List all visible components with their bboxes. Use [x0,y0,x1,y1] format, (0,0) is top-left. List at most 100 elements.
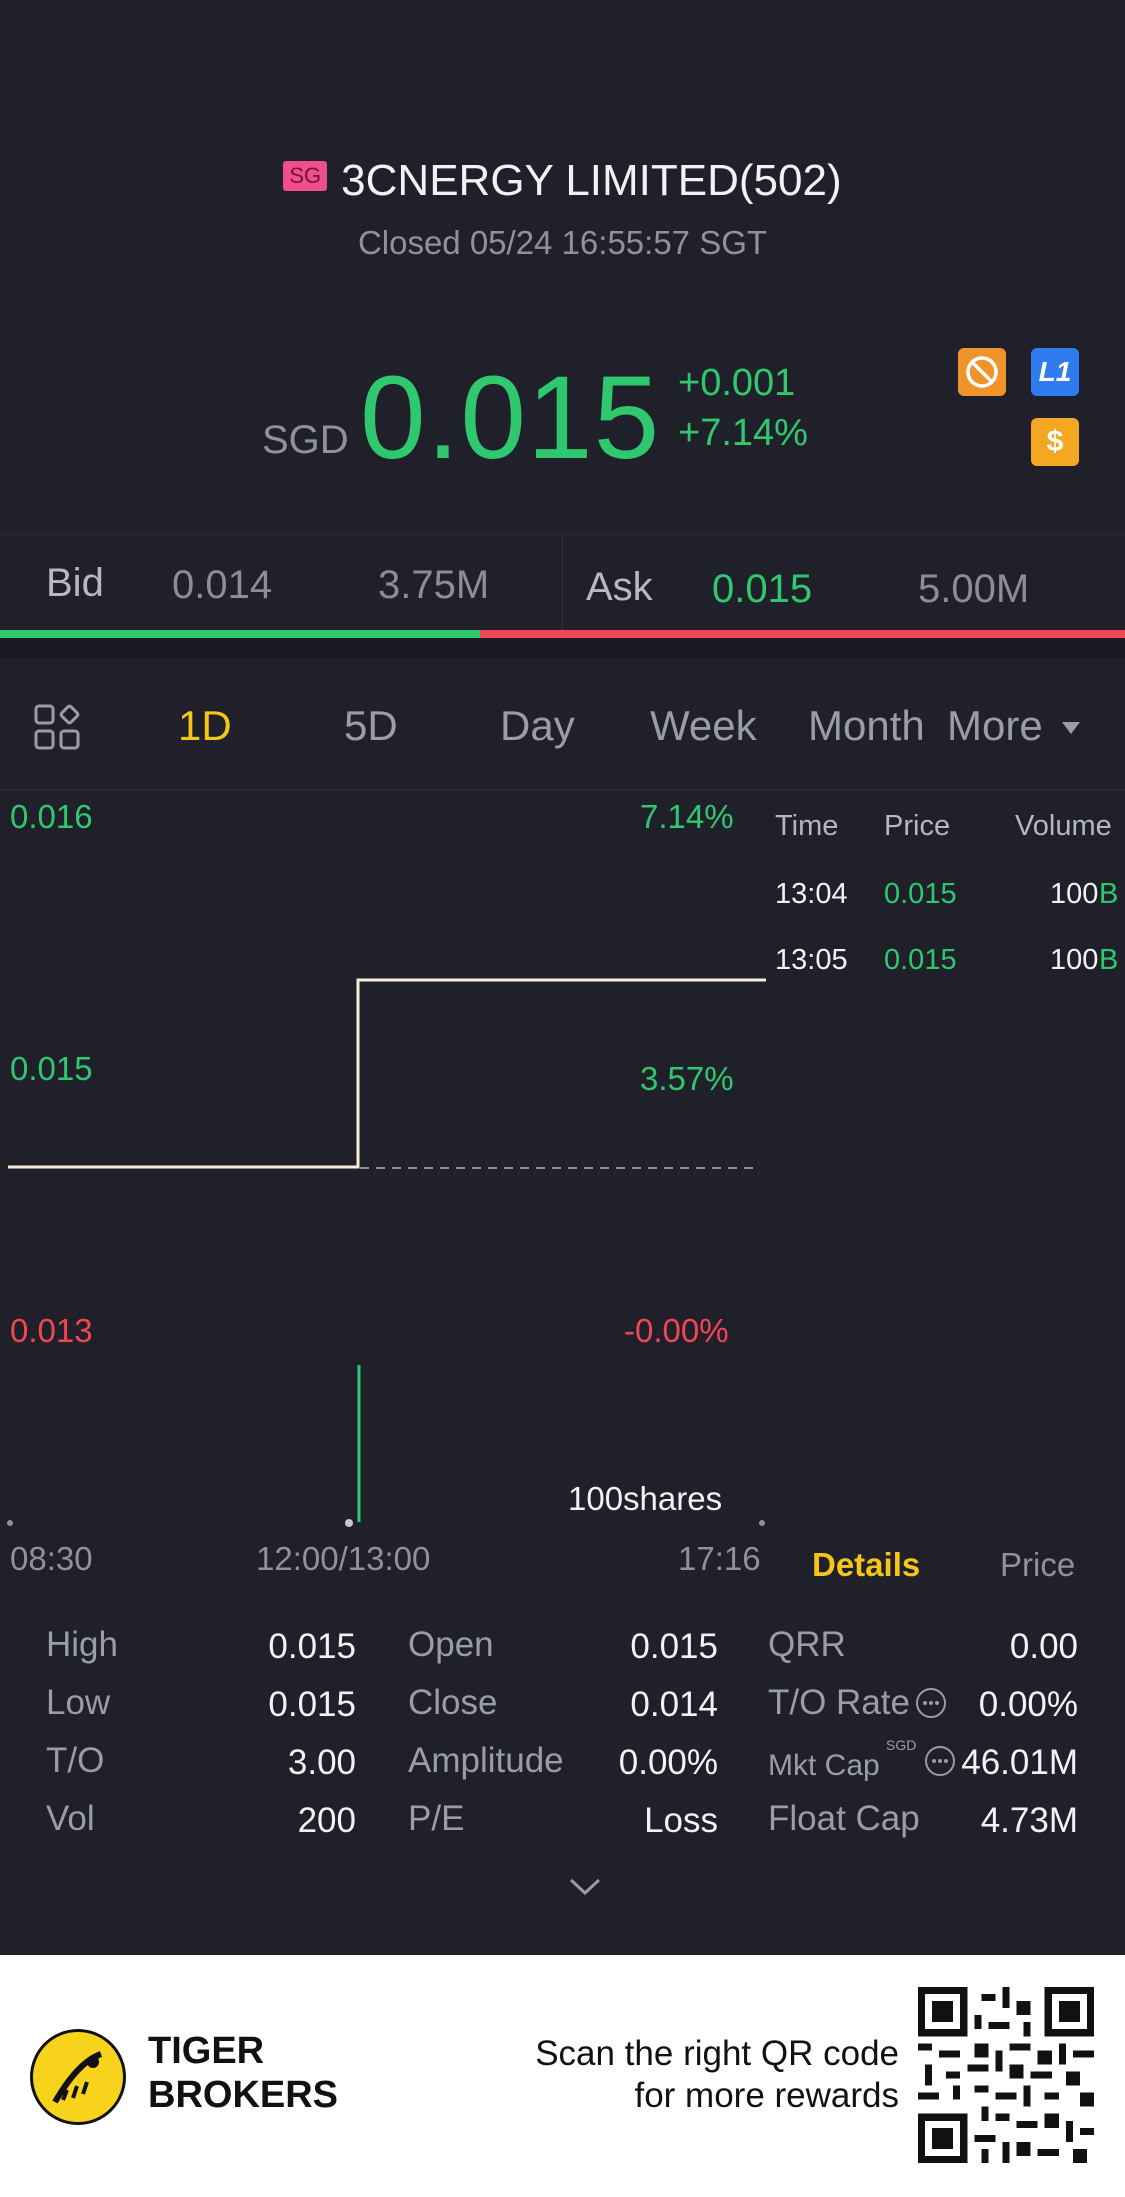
trade-price: 0.015 [884,944,957,976]
stats-grid: High 0.015 Low 0.015 T/O 3.00 Vol 200 Op… [0,1625,1125,1865]
x-label-midday: 12:00/13:00 [256,1540,431,1577]
axis-tick-start [7,1520,13,1526]
trade-price: 0.015 [884,878,957,910]
tab-details[interactable]: Details [812,1546,921,1583]
stat-label-amplitude: Amplitude [408,1741,564,1780]
stat-value-pe: Loss [644,1801,718,1840]
stat-value-close: 0.014 [630,1685,718,1724]
trade-time: 13:04 [775,878,848,910]
more-info-icon[interactable] [924,1745,956,1777]
scan-line-2: for more rewards [634,2076,899,2115]
stat-label-high: High [46,1625,118,1664]
tab-more[interactable]: More [947,702,1081,750]
y-label-high: 0.016 [10,798,93,835]
stat-label-qrr: QRR [768,1625,846,1664]
last-price: 0.015 [360,352,661,484]
x-label-open: 08:30 [10,1540,93,1577]
bid-price: 0.014 [172,563,273,607]
market-status: Closed 05/24 16:55:57 SGT [357,224,768,261]
scan-line-1: Scan the right QR code [535,2034,899,2073]
stat-value-low: 0.015 [268,1685,356,1724]
level1-icon[interactable]: L1 [1031,348,1079,396]
tab-more-label: More [947,702,1043,749]
period-tabs: 1D 5D Day Week Month More [0,690,1125,762]
stat-value-open: 0.015 [630,1627,718,1666]
bid-ask-panel: Bid 0.014 3.75M Ask 0.015 5.00M [0,534,1125,640]
promo-footer: TIGER BROKERS Scan the right QR code for… [0,1955,1125,2197]
volume-label: 100shares [568,1480,723,1517]
mkt-cap-currency: SGD [886,1737,917,1753]
brand-line-1: TIGER [148,2030,265,2072]
stat-value-float-cap: 4.73M [980,1801,1078,1840]
x-label-close: 17:16 [678,1540,761,1577]
level1-icon-text: L1 [1038,356,1072,387]
trades-header-price: Price [884,810,951,842]
tab-week[interactable]: Week [650,702,757,749]
pct-label-mid: 3.57% [640,1060,734,1097]
stock-title-row: SG 3CNERGY LIMITED(502) [0,156,1125,206]
stat-value-amplitude: 0.00% [618,1743,718,1782]
bid-ask-divider [562,535,563,631]
stat-value-volume: 200 [297,1801,356,1840]
trade-volume: 100 [1050,878,1099,910]
price-chart[interactable] [0,790,770,1550]
price-change: +0.001 [678,362,796,404]
no-short-icon[interactable] [958,348,1006,396]
trade-time: 13:05 [775,944,848,976]
qr-code-icon[interactable] [918,1987,1094,2163]
grid-layout-icon[interactable] [34,704,80,750]
bid-size: 3.75M [378,563,490,607]
axis-tick-end [759,1520,765,1526]
chevron-down-icon [1062,722,1081,734]
pct-label-high: 7.14% [640,798,734,835]
tabs-underline [0,789,1125,790]
tab-month[interactable]: Month [808,702,925,749]
stock-title: 3CNERGY LIMITED(502) [341,156,842,205]
stat-label-close: Close [408,1683,498,1722]
pct-label-low: -0.00% [624,1312,729,1349]
trade-side: B [1099,944,1119,976]
stat-label-turnover: T/O [46,1741,105,1780]
ask-size: 5.00M [918,567,1030,611]
stat-value-mkt-cap: 46.01M [961,1743,1078,1782]
scan-prompt: Scan the right QR code for more rewards [535,2033,899,2117]
trade-volume: 100 [1050,944,1099,976]
stat-value-to-rate: 0.00% [978,1685,1078,1724]
stat-label-volume: Vol [46,1799,95,1838]
expand-chevron-icon[interactable] [568,1876,602,1898]
stat-label-float-cap: Float Cap [768,1799,920,1838]
stat-label-mkt-cap: Mkt Cap [768,1749,880,1782]
tab-1d[interactable]: 1D [178,702,232,749]
tab-price[interactable]: Price [1000,1546,1076,1583]
bid-label: Bid [46,561,104,605]
brand-name: TIGER BROKERS [148,2029,338,2117]
section-separator [0,638,1125,658]
y-label-mid: 0.015 [10,1050,93,1087]
market-badge: SG [283,161,328,191]
stat-value-qrr: 0.00 [1009,1627,1078,1666]
more-info-icon[interactable] [915,1687,947,1719]
bid-strength-bar [0,630,480,638]
axis-tick-mid [345,1519,353,1527]
ask-label: Ask [586,565,653,609]
brand-line-2: BROKERS [148,2074,339,2116]
tab-5d[interactable]: 5D [344,702,398,749]
stat-label-to-rate: T/O Rate [768,1683,910,1722]
trade-side: B [1099,878,1119,910]
stat-label-low: Low [46,1683,111,1722]
trades-header-volume: Volume [1015,810,1112,842]
price-change-pct: +7.14% [678,412,808,454]
y-label-low: 0.013 [10,1312,93,1349]
dollar-icon[interactable]: $ [1031,418,1079,466]
currency-label: SGD [262,418,349,462]
dollar-icon-text: $ [1046,425,1064,458]
stat-value-turnover: 3.00 [287,1743,356,1782]
tab-day[interactable]: Day [500,702,575,749]
ask-price: 0.015 [712,567,813,611]
stat-label-pe: P/E [408,1799,465,1838]
tiger-logo-icon [30,2029,126,2125]
ask-strength-bar [480,630,1125,638]
trades-header-time: Time [775,810,839,842]
stat-label-open: Open [408,1625,494,1664]
price-line [8,978,766,1169]
